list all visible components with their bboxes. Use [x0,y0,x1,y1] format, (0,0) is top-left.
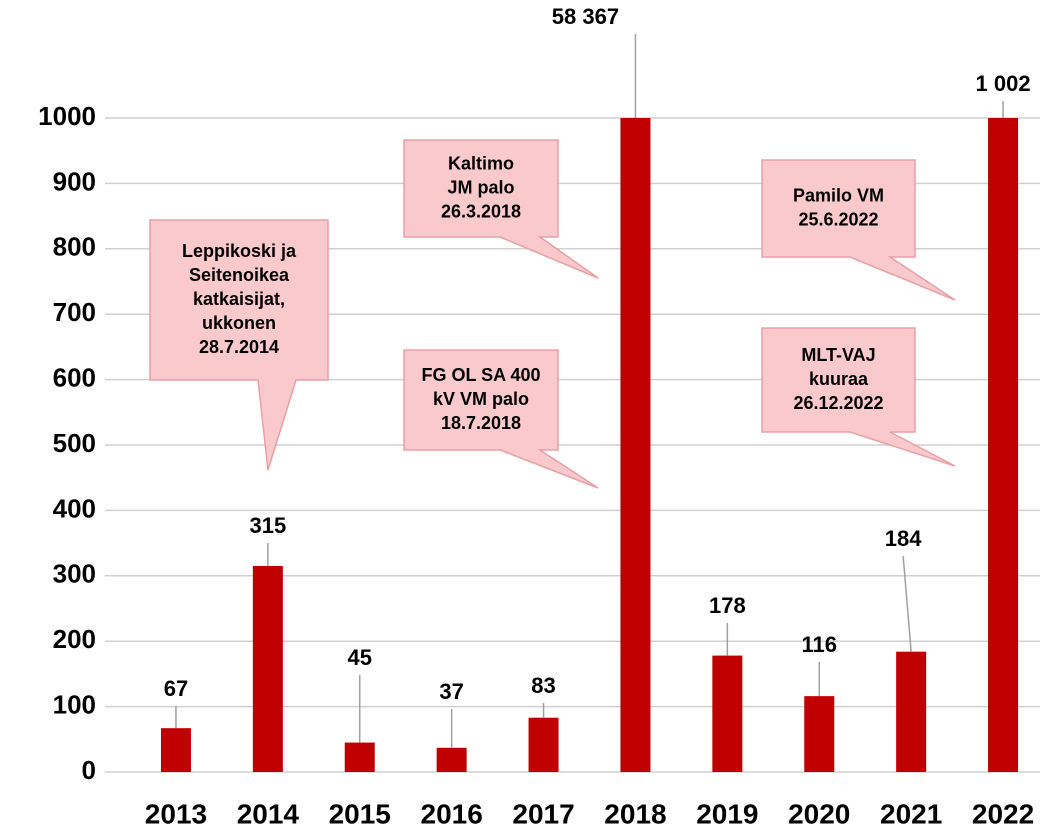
annotation-text: FG OL SA 400 [421,365,540,385]
y-tick-label: 0 [82,755,96,785]
x-tick-label: 2019 [696,798,758,829]
x-tick-label: 2018 [604,798,666,829]
annotation-text: MLT-VAJ [801,345,875,365]
data-label: 67 [164,676,188,701]
data-label: 184 [885,526,922,551]
y-tick-label: 700 [53,297,96,327]
callout [761,327,956,467]
y-tick-label: 800 [53,232,96,262]
annotation-text: Kaltimo [448,153,514,173]
bar [528,717,559,772]
data-label: 58 367 [552,4,619,29]
annotation-text: Seitenoikea [189,265,290,285]
annotation-text: Pamilo VM [793,185,884,205]
data-label: 116 [802,632,838,657]
y-tick-label: 600 [53,362,96,392]
callout [149,219,329,471]
bar [896,651,927,772]
x-tick-label: 2017 [512,798,574,829]
bar [620,118,651,772]
bar [252,565,283,772]
data-label: 37 [439,679,463,704]
data-label: 45 [348,645,372,670]
data-label: 1 002 [976,71,1031,96]
annotation-text: katkaisijat, [193,289,285,309]
x-tick-label: 2015 [329,798,391,829]
annotation-text: kV VM palo [433,389,529,409]
y-tick-label: 1000 [38,101,96,131]
bar [804,696,835,772]
data-label: 83 [531,673,555,698]
bar [160,728,191,772]
callout [403,349,599,489]
callout [403,139,599,279]
y-tick-label: 100 [53,689,96,719]
bar [344,742,375,772]
annotation-text: kuuraa [809,369,869,389]
y-tick-label: 900 [53,166,96,196]
annotation-text: 25.6.2022 [798,209,878,229]
leader-line [902,555,912,652]
x-tick-label: 2021 [880,798,942,829]
y-tick-label: 200 [53,624,96,654]
annotation-text: JM palo [447,177,514,197]
annotation-text: 26.3.2018 [441,201,521,221]
bar [436,747,467,772]
x-tick-label: 2022 [972,798,1034,829]
annotation-text: ukkonen [202,313,276,333]
y-tick-label: 400 [53,493,96,523]
annotation-text: 18.7.2018 [441,413,521,433]
y-tick-label: 300 [53,559,96,589]
annotation-text: Leppikoski ja [182,241,297,261]
bar [988,118,1019,772]
y-tick-label: 500 [53,428,96,458]
annotation-text: 26.12.2022 [793,393,883,413]
x-tick-label: 2020 [788,798,850,829]
data-label: 178 [709,593,746,618]
x-tick-label: 2014 [237,798,300,829]
data-label: 315 [249,513,286,538]
x-tick-label: 2016 [421,798,483,829]
callout [761,159,956,301]
bar [712,655,743,772]
annotation-text: 28.7.2014 [199,337,279,357]
x-tick-label: 2013 [145,798,207,829]
